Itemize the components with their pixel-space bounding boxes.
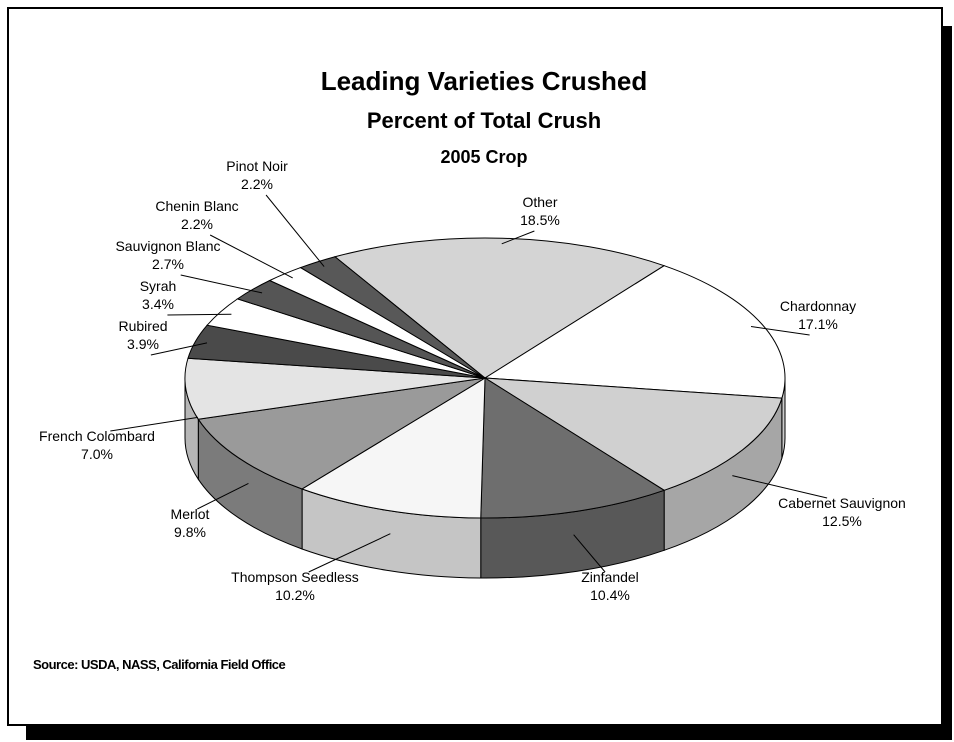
- slice-value-label: 12.5%: [822, 513, 862, 529]
- leader-line: [197, 483, 249, 510]
- leader-line: [209, 234, 293, 279]
- slice: [483, 265, 786, 399]
- slice: [300, 377, 486, 519]
- slice-value-label: 9.8%: [174, 524, 206, 540]
- slice-label: Pinot Noir: [226, 158, 288, 174]
- leader-line: [180, 274, 263, 294]
- slice-value-label: 7.0%: [81, 446, 113, 462]
- slice-label: Sauvignon Blanc: [115, 238, 220, 254]
- slice-label: Cabernet Sauvignon: [778, 495, 906, 511]
- leader-line: [265, 194, 325, 267]
- chart-subtitle: Percent of Total Crush: [367, 108, 601, 133]
- leader-line: [750, 326, 810, 336]
- slice-label: French Colombard: [39, 428, 155, 444]
- slice-value-label: 3.9%: [127, 336, 159, 352]
- chart-subtitle: 2005 Crop: [440, 147, 527, 167]
- pie: Other 18.5% Chardonnay 17.1% Cabernet Sauvig…: [39, 158, 906, 603]
- slice-label: Chenin Blanc: [155, 198, 238, 214]
- slice-label: Chardonnay: [780, 298, 856, 314]
- leader-line: [110, 416, 198, 432]
- slice-label: Syrah: [140, 278, 177, 294]
- slice-value-label: 2.2%: [241, 176, 273, 192]
- slice-value-label: 2.7%: [152, 256, 184, 272]
- slice: [299, 256, 486, 379]
- source-note: Source: USDA, NASS, California Field Off…: [33, 657, 286, 672]
- leader-line: [501, 230, 535, 245]
- leader-line: [150, 342, 208, 356]
- leader-line: [308, 533, 391, 573]
- slice-label: Rubired: [118, 318, 167, 334]
- slice-label: Zinfandel: [581, 569, 639, 585]
- slice: [333, 237, 666, 379]
- chart-title: Leading Varieties Crushed: [321, 66, 648, 96]
- slice: [197, 377, 486, 490]
- slice: [480, 377, 666, 519]
- slice-value-label: 18.5%: [520, 212, 560, 228]
- slice-label: Other: [522, 194, 557, 210]
- slice-value-label: 2.2%: [181, 216, 213, 232]
- leader-line: [167, 313, 232, 316]
- slice: [484, 377, 783, 491]
- leader-line: [732, 475, 828, 499]
- slice-label: Merlot: [171, 506, 210, 522]
- slice-value-label: 10.4%: [590, 587, 630, 603]
- slice-value-label: 3.4%: [142, 296, 174, 312]
- slice-value-label: 10.2%: [275, 587, 315, 603]
- slice-label: Thompson Seedless: [231, 569, 359, 585]
- leader-line: [573, 534, 606, 573]
- slice-value-label: 17.1%: [798, 316, 838, 332]
